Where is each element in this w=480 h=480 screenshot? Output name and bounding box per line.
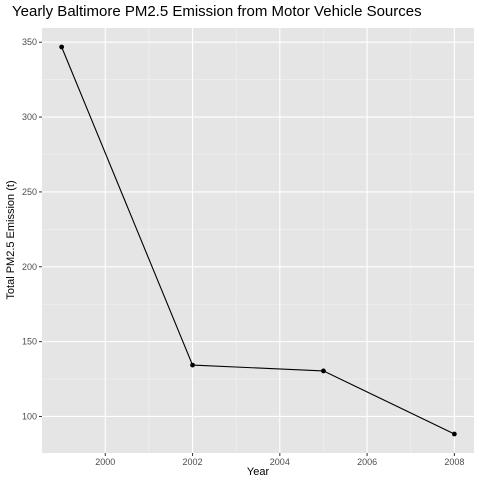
x-tick-label: 2002: [183, 457, 203, 467]
x-tick-label: 2006: [357, 457, 377, 467]
series-line: [61, 46, 455, 435]
data-point: [59, 44, 65, 50]
plot-panel: [42, 28, 474, 453]
y-axis: 100 150 200 250 300 350: [22, 37, 42, 421]
data-point: [190, 362, 195, 368]
y-axis-title: Total PM2.5 Emission (t): [5, 180, 17, 299]
y-tick-label: 250: [22, 187, 37, 197]
x-tick-label: 2004: [270, 457, 290, 467]
y-tick-label: 150: [22, 337, 37, 347]
data-point: [451, 431, 457, 437]
y-tick-label: 300: [22, 112, 37, 122]
y-tick-label: 100: [22, 411, 37, 421]
chart-title: Yearly Baltimore PM2.5 Emission from Mot…: [12, 3, 422, 20]
x-axis-title: Year: [247, 466, 270, 478]
x-tick-label: 2000: [95, 457, 115, 467]
grid-minor: [42, 28, 474, 453]
y-tick-label: 200: [22, 262, 37, 272]
y-tick-label: 350: [22, 37, 37, 47]
grid-major: [42, 28, 474, 453]
x-axis: 2000 2002 2004 2006 2008: [95, 453, 464, 467]
series-layer: [59, 44, 457, 437]
data-point: [321, 368, 326, 374]
x-tick-label: 2008: [444, 457, 464, 467]
